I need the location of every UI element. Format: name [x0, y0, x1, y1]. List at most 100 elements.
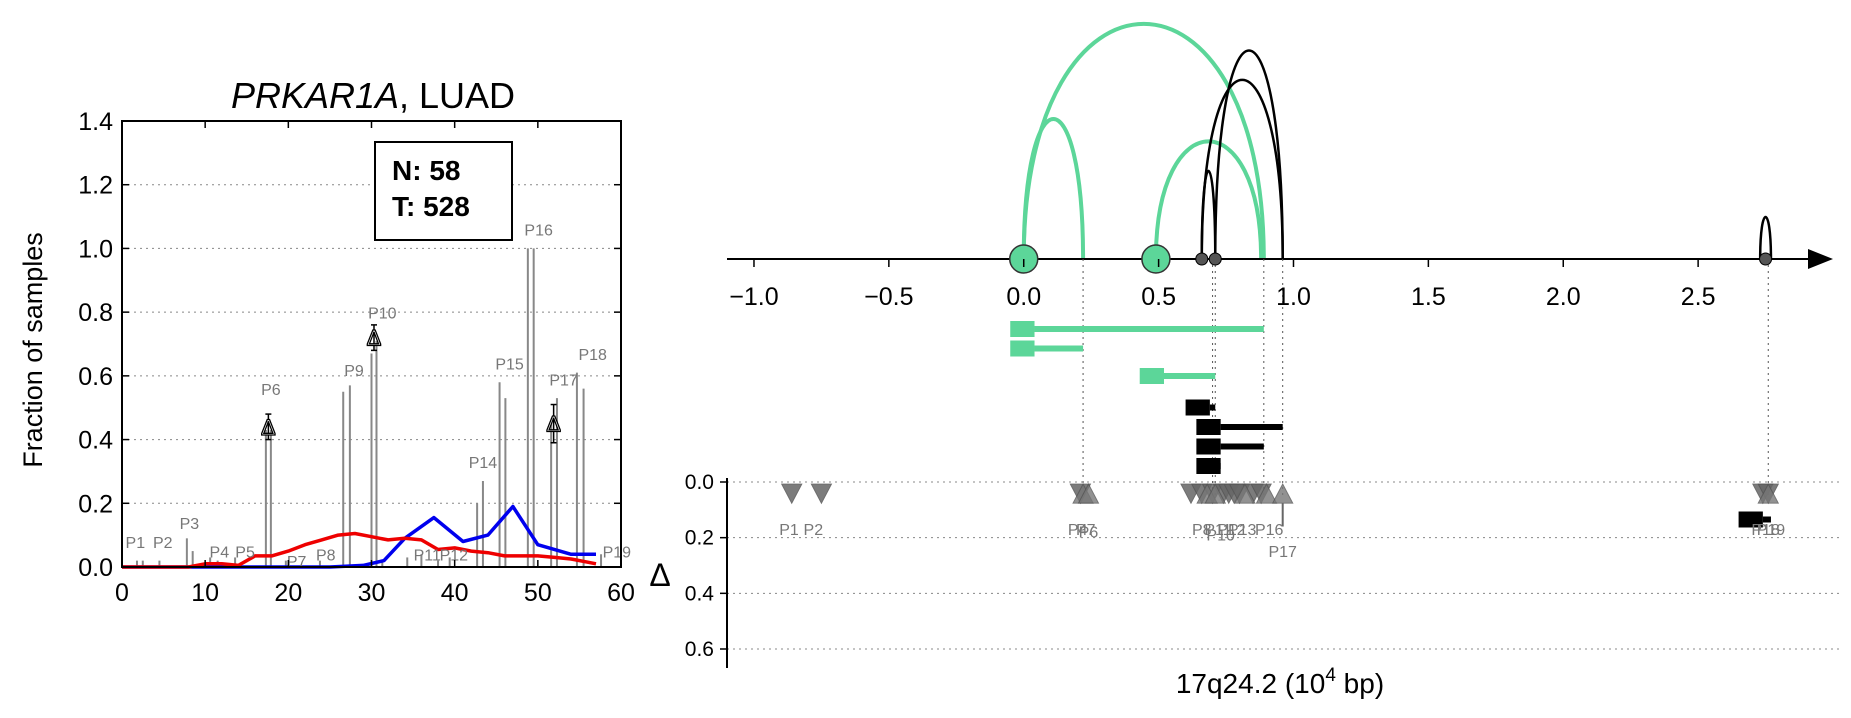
left-ytick-label: 0.2 — [78, 490, 113, 518]
left-chart: PRKAR1A, LUAD Fraction of samples Δ Δ Δ P1… — [18, 75, 635, 607]
left-ytick-label: 1.0 — [78, 235, 113, 263]
peak-label: P8 — [316, 548, 336, 565]
left-chart-title: PRKAR1A, LUAD — [231, 75, 515, 116]
splice-arc-black — [1214, 49, 1284, 260]
legend-line-n: N: 58 — [392, 155, 460, 186]
right-xtick-label: 0.0 — [1006, 283, 1041, 311]
peak-label: P10 — [368, 306, 397, 323]
splice-node-small — [1195, 252, 1209, 266]
legend-line-t: T: 528 — [392, 191, 470, 222]
marker-label: P6 — [1079, 525, 1099, 542]
right-xlabel-main: 17q24.2 (10 — [1176, 668, 1325, 699]
right-markers — [780, 483, 1780, 527]
marker-label: P11 — [1204, 522, 1231, 539]
up-marker — [1077, 483, 1100, 504]
up-marker — [1204, 483, 1227, 504]
right-arcs — [1021, 21, 1773, 260]
isoform-box — [1196, 438, 1221, 455]
down-marker — [780, 483, 803, 505]
left-xtick-label: 30 — [358, 579, 386, 607]
splice-arc-green — [1021, 21, 1266, 260]
left-bars — [135, 248, 603, 567]
right-xtick-label: −1.0 — [729, 283, 778, 311]
marker-label: P8 — [1192, 522, 1212, 539]
axis-arrowhead — [1808, 249, 1833, 269]
marker-label: P13 — [1228, 522, 1257, 539]
peak-label: P15 — [495, 356, 524, 373]
up-marker — [1271, 483, 1294, 504]
peak-label: P12 — [440, 548, 469, 565]
isoform-box — [1738, 511, 1763, 528]
right-xlabel: 17q24.2 (104 bp) — [1176, 665, 1384, 699]
right-xtick-label: 1.5 — [1411, 283, 1446, 311]
peak-label: P7 — [287, 554, 307, 571]
left-y-axis: 0.0 0.2 0.4 0.6 0.8 1.0 1.2 1.4 — [78, 108, 621, 582]
legend-box: N: 58 T: 528 — [374, 141, 513, 241]
left-ytick-label: 0.8 — [78, 299, 113, 327]
right-delta-grid: 0.0 0.2 0.4 0.6 — [685, 471, 1840, 661]
splice-node-small — [1759, 252, 1773, 266]
splice-node-small — [1208, 252, 1222, 266]
left-ytick-label: 0.0 — [78, 554, 113, 582]
peak-label: P11 — [414, 548, 441, 565]
splice-node-large — [1141, 244, 1171, 274]
right-xlabel-tail: bp) — [1336, 668, 1384, 699]
left-xtick-label: 20 — [274, 579, 302, 607]
splice-arc-black — [1200, 78, 1284, 260]
peak-label: P2 — [153, 535, 173, 552]
up-marker — [1757, 483, 1780, 504]
isoform-box — [1010, 321, 1035, 337]
peak-label: P4 — [210, 544, 230, 561]
right-ytick-label: 0.2 — [685, 527, 714, 550]
left-xtick-label: 60 — [607, 579, 635, 607]
peak-label: P14 — [469, 455, 498, 472]
up-marker — [1234, 483, 1256, 504]
marker-label: P7 — [1076, 522, 1096, 539]
peak-label: P18 — [578, 347, 607, 364]
isoform-box — [1010, 340, 1035, 357]
right-xlabel-exp: 4 — [1325, 665, 1336, 686]
left-ytick-label: 0.6 — [78, 363, 113, 391]
peak-label: P9 — [344, 363, 364, 380]
marker-label: P1 — [779, 522, 799, 539]
left-ytick-label: 0.4 — [78, 427, 113, 455]
peak-label: P5 — [235, 544, 255, 561]
right-ytick-label: 0.0 — [685, 471, 714, 494]
series-line-red — [122, 531, 597, 569]
left-ylabel: Fraction of samples — [18, 232, 48, 468]
marker-label: P18 — [1751, 522, 1780, 539]
peak-label: P17 — [549, 372, 578, 389]
left-xtick-label: 0 — [115, 579, 129, 607]
isoform-box — [1139, 368, 1165, 384]
up-marker — [1255, 483, 1278, 504]
left-x-axis: 0 10 20 30 40 50 60 — [115, 121, 635, 607]
right-xtick-label: −0.5 — [864, 283, 913, 311]
legend-frame — [374, 141, 513, 241]
right-ylabel: Δ — [649, 557, 670, 593]
marker-label: P17 — [1268, 544, 1297, 561]
marker-label: P10 — [1206, 527, 1235, 544]
right-chart: −1.0 −0.5 0.0 0.5 1.0 1.5 2.0 2.5 0.00.20.40.6 … — [649, 21, 1840, 699]
title-rest: , LUAD — [399, 75, 515, 116]
right-isoforms — [1010, 321, 1771, 528]
splice-arc-green — [1153, 139, 1264, 260]
peak-label: P16 — [524, 223, 553, 240]
marker-label: P2 — [804, 522, 824, 539]
right-xtick-label: 2.5 — [1681, 283, 1716, 311]
down-marker — [810, 483, 833, 505]
left-xtick-label: 50 — [524, 579, 552, 607]
title-gene: PRKAR1A — [231, 75, 399, 116]
left-delta-markers: Δ Δ Δ — [260, 324, 562, 444]
isoform-box — [1196, 458, 1221, 474]
splice-arc-black — [1758, 215, 1773, 260]
genomic-axis — [727, 249, 1833, 269]
isoform-box — [1196, 419, 1221, 435]
splice-arc-green — [1021, 117, 1086, 260]
peak-label: P19 — [603, 544, 632, 561]
marker-label: P19 — [1757, 522, 1786, 539]
marker-label: P12 — [1217, 522, 1246, 539]
left-xtick-label: 10 — [191, 579, 219, 607]
